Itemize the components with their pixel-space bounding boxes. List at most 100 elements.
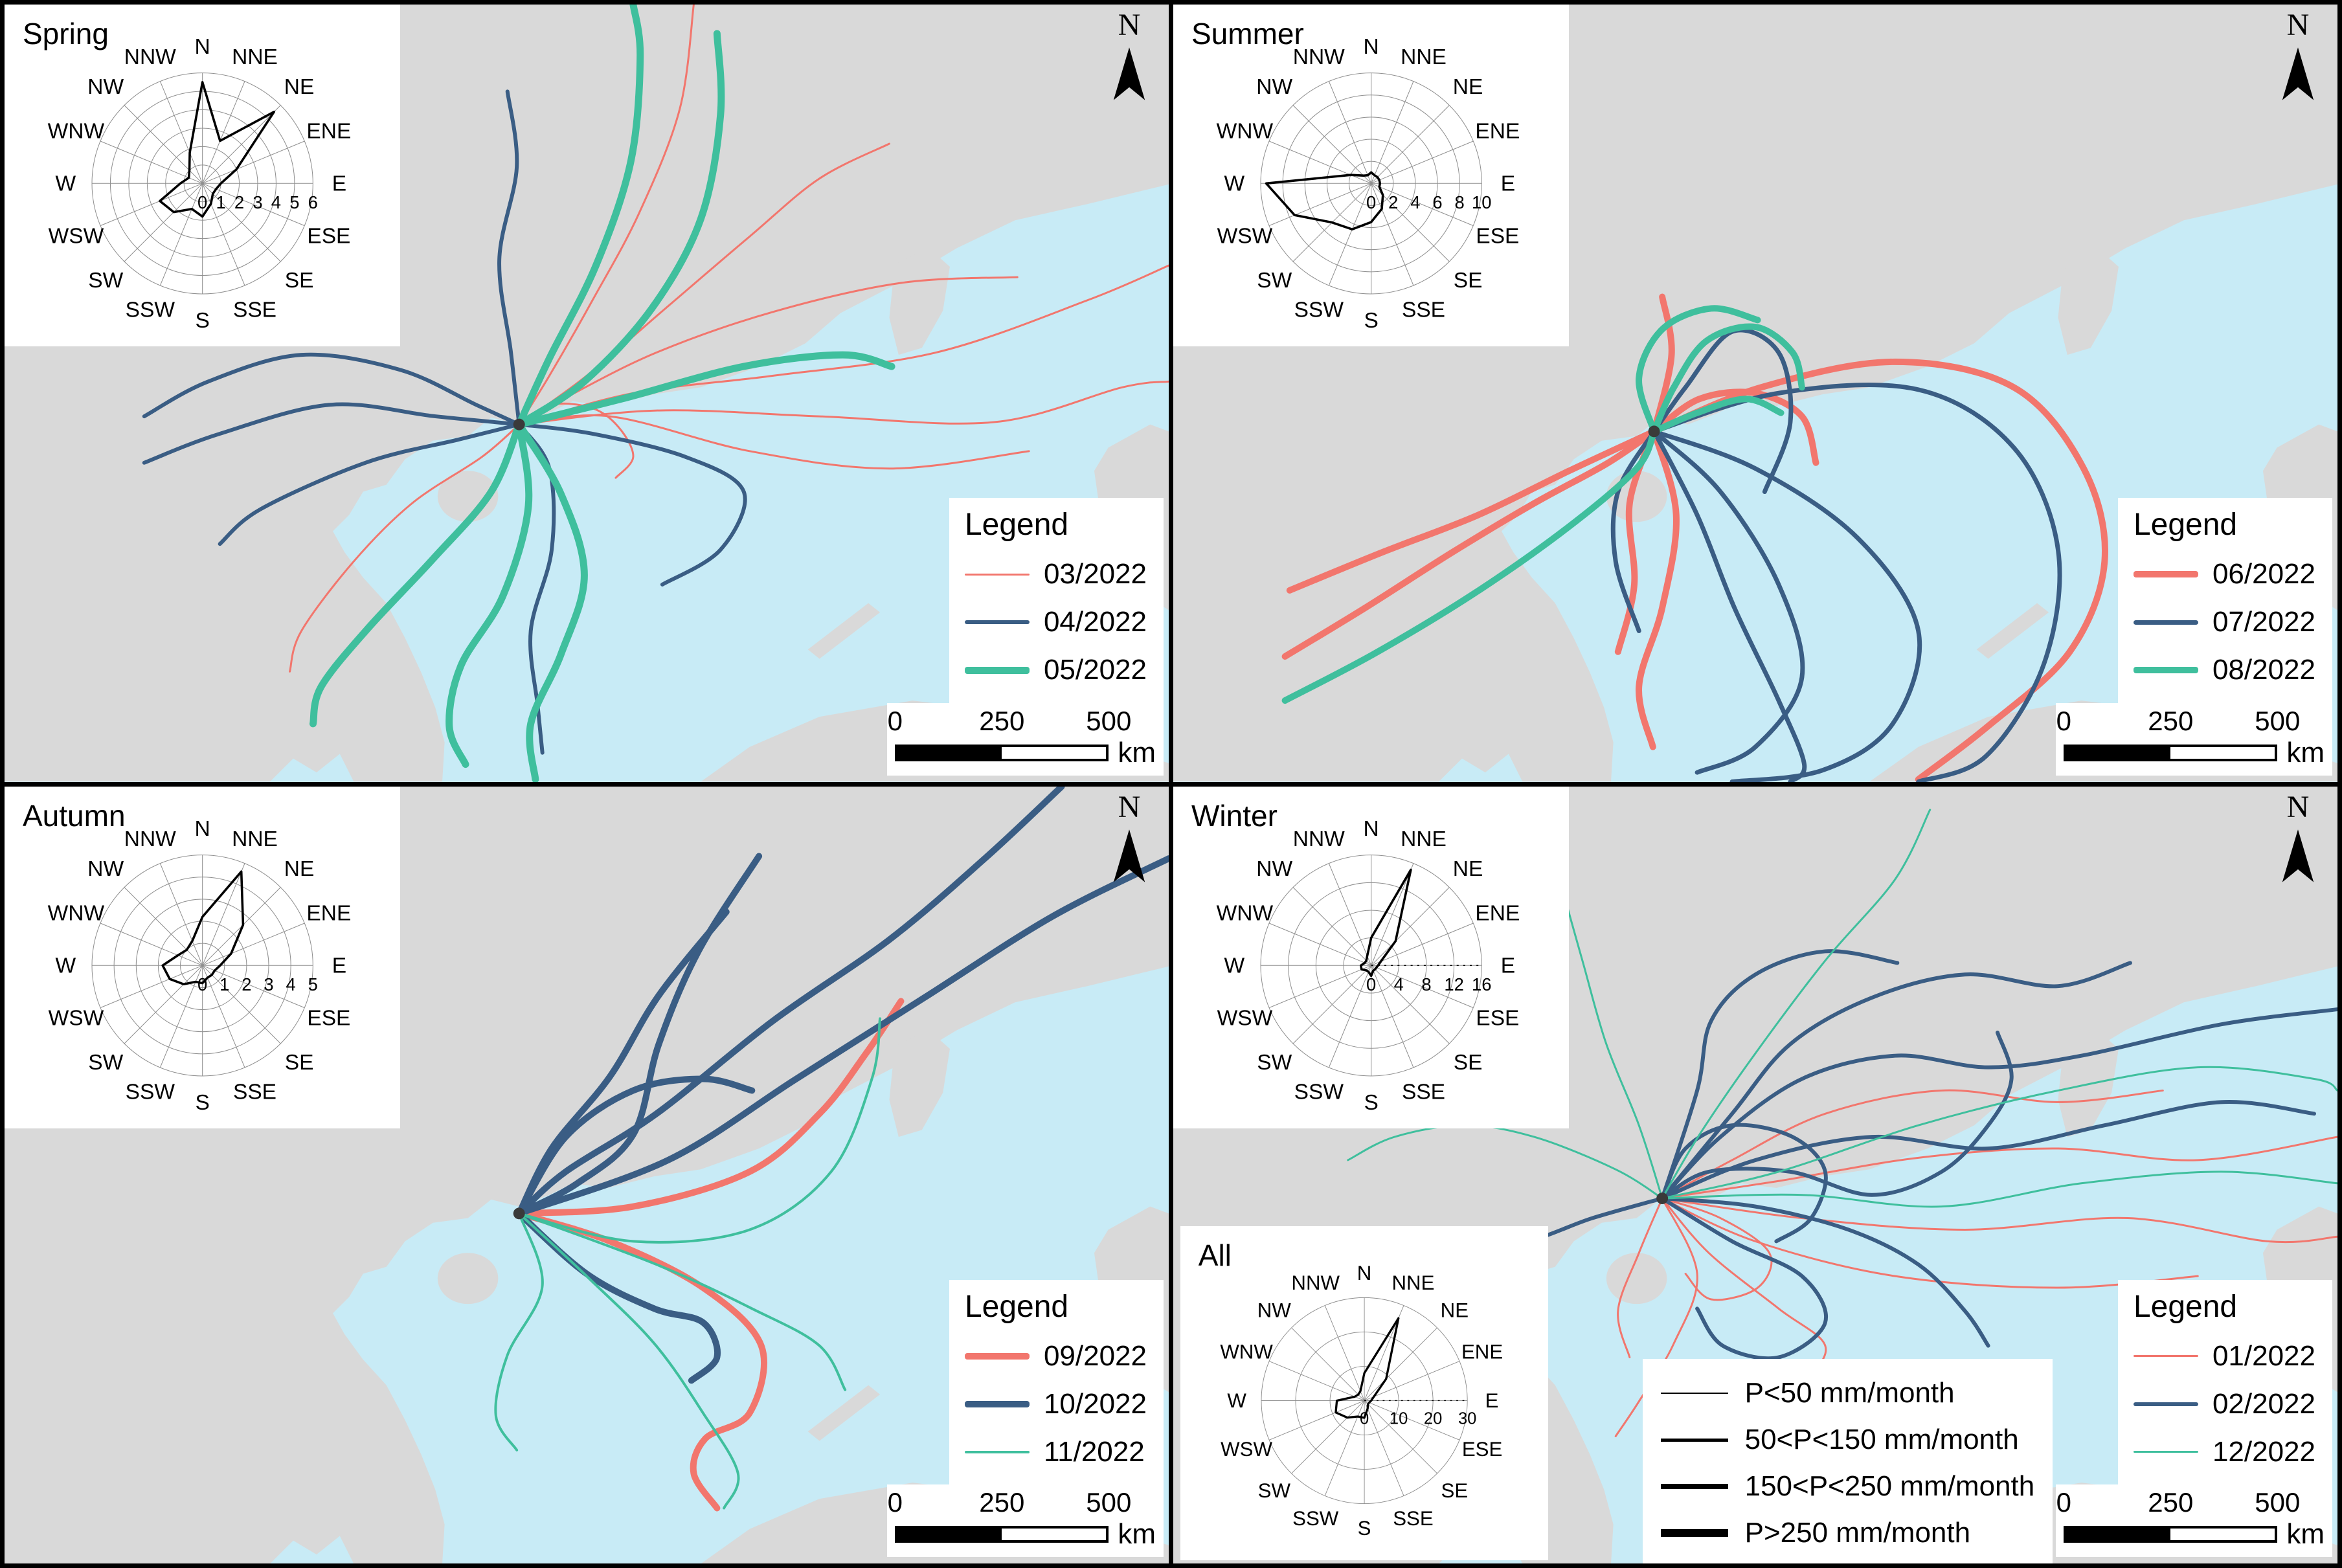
legend-month-label: 12/2022 bbox=[2212, 1435, 2315, 1468]
precip-line-sample bbox=[1660, 1529, 1728, 1538]
svg-text:E: E bbox=[1485, 1389, 1498, 1412]
svg-text:SE: SE bbox=[285, 1050, 314, 1074]
svg-text:30: 30 bbox=[1458, 1409, 1476, 1428]
svg-text:12: 12 bbox=[1444, 974, 1463, 994]
scalebar-bar bbox=[2064, 744, 2278, 761]
scalebar-tick: 500 bbox=[1086, 705, 1132, 736]
legend-item: 10/2022 bbox=[964, 1388, 1147, 1420]
scalebar-unit: km bbox=[2286, 736, 2325, 768]
legend-item: 05/2022 bbox=[964, 654, 1147, 686]
svg-text:WNW: WNW bbox=[1217, 901, 1274, 925]
legend-line-sample bbox=[2133, 1402, 2198, 1406]
svg-text:W: W bbox=[56, 172, 76, 196]
north-arrow: N bbox=[2277, 789, 2319, 889]
legend-month-label: 09/2022 bbox=[1043, 1339, 1147, 1372]
north-arrow: N bbox=[1108, 10, 1151, 107]
legend-month-label: 06/2022 bbox=[2212, 558, 2315, 590]
svg-text:SSW: SSW bbox=[126, 1080, 175, 1104]
legend-month-label: 08/2022 bbox=[2212, 654, 2315, 686]
legend-item: 02/2022 bbox=[2133, 1387, 2315, 1420]
svg-text:SSE: SSE bbox=[233, 298, 276, 322]
legend-month-label: 02/2022 bbox=[2212, 1387, 2315, 1420]
svg-text:16: 16 bbox=[1472, 974, 1491, 994]
north-arrow-label: N bbox=[1118, 8, 1141, 42]
svg-text:4: 4 bbox=[271, 192, 281, 212]
svg-text:SW: SW bbox=[88, 269, 123, 293]
legend-month-label: 04/2022 bbox=[1043, 606, 1147, 638]
svg-text:SSE: SSE bbox=[1402, 298, 1445, 322]
legend-line-sample bbox=[2133, 571, 2198, 578]
svg-text:NNE: NNE bbox=[232, 45, 278, 69]
svg-text:WSW: WSW bbox=[1217, 1006, 1273, 1030]
scalebar-tick: 0 bbox=[2056, 705, 2072, 736]
legend-title: Legend bbox=[964, 508, 1069, 543]
panel-spring: Spring N NNE NE ENE E ESE SE SSE S SSW SW WSW W WNW NW… bbox=[5, 5, 1169, 782]
svg-text:SSW: SSW bbox=[126, 298, 175, 322]
svg-text:WSW: WSW bbox=[1221, 1438, 1272, 1461]
svg-text:0: 0 bbox=[1366, 974, 1376, 994]
precip-class-label: P<50 mm/month bbox=[1744, 1377, 1955, 1409]
svg-text:ESE: ESE bbox=[1476, 1006, 1519, 1030]
svg-text:SSE: SSE bbox=[233, 1080, 276, 1104]
svg-text:NW: NW bbox=[1256, 75, 1292, 99]
svg-text:NNW: NNW bbox=[124, 827, 176, 851]
svg-text:WNW: WNW bbox=[1217, 120, 1274, 144]
legend-items: 06/2022 07/2022 08/2022 bbox=[2133, 558, 2315, 686]
legend-line-sample bbox=[964, 573, 1030, 576]
legend-line-sample bbox=[2133, 1355, 2198, 1358]
svg-text:NNW: NNW bbox=[1293, 45, 1345, 69]
svg-text:SSW: SSW bbox=[1292, 1507, 1339, 1530]
svg-text:10: 10 bbox=[1390, 1409, 1408, 1428]
svg-text:ENE: ENE bbox=[1475, 120, 1520, 144]
svg-text:6: 6 bbox=[1432, 192, 1442, 212]
legend-line-sample bbox=[964, 1400, 1030, 1407]
legend-item: 04/2022 bbox=[964, 606, 1147, 638]
legend-box: Legend 01/2022 02/2022 12/2022 bbox=[2117, 1279, 2332, 1490]
svg-text:20: 20 bbox=[1424, 1409, 1442, 1428]
legend-title: Legend bbox=[964, 1289, 1069, 1324]
precip-legend-item: P>250 mm/month bbox=[1660, 1517, 2035, 1549]
legend-items: 01/2022 02/2022 12/2022 bbox=[2133, 1340, 2315, 1468]
legend-title: Legend bbox=[2133, 1289, 2238, 1324]
precip-class-label: 150<P<250 mm/month bbox=[1744, 1470, 2035, 1503]
scalebar: 0 250 500 km bbox=[887, 1484, 1164, 1557]
scalebar-tick: 0 bbox=[2056, 1487, 2072, 1518]
scalebar-tick: 250 bbox=[2148, 705, 2194, 736]
svg-text:N: N bbox=[195, 35, 210, 59]
north-arrow-icon bbox=[2282, 829, 2314, 882]
svg-text:W: W bbox=[56, 954, 76, 978]
north-arrow-label: N bbox=[2286, 789, 2310, 824]
scalebar-ticks: 0 250 500 bbox=[2056, 1487, 2301, 1518]
svg-text:ESE: ESE bbox=[307, 1006, 350, 1030]
svg-text:NNE: NNE bbox=[1401, 45, 1447, 69]
svg-text:SSW: SSW bbox=[1294, 298, 1344, 322]
svg-text:NNW: NNW bbox=[1291, 1271, 1340, 1294]
scalebar-ticks: 0 250 500 bbox=[2056, 705, 2301, 737]
legend-month-label: 03/2022 bbox=[1043, 558, 1147, 590]
svg-text:3: 3 bbox=[253, 192, 262, 212]
legend-line-sample bbox=[2133, 667, 2198, 674]
scalebar-bar bbox=[895, 1526, 1109, 1543]
svg-text:SE: SE bbox=[1441, 1479, 1468, 1502]
precip-class-label: P>250 mm/month bbox=[1744, 1517, 1971, 1549]
panel-winter: Winter N NNE NE ENE E ESE SE SSE S SSW SW WSW W WNW NW… bbox=[1173, 786, 2337, 1563]
svg-text:N: N bbox=[195, 817, 210, 841]
svg-text:WSW: WSW bbox=[49, 1006, 104, 1030]
legend-item: 07/2022 bbox=[2133, 606, 2315, 638]
svg-text:NNE: NNE bbox=[232, 827, 278, 851]
scalebar-tick: 250 bbox=[979, 1487, 1025, 1518]
precip-class-label: 50<P<150 mm/month bbox=[1744, 1424, 2019, 1456]
windrose-inset-summer: Summer N NNE NE ENE E ESE SE SSE S SSW SW WSW W WNW NW… bbox=[1173, 5, 1570, 347]
svg-text:S: S bbox=[195, 309, 209, 333]
svg-text:ESE: ESE bbox=[307, 224, 350, 248]
scalebar: 0 250 500 km bbox=[2056, 1484, 2332, 1557]
svg-text:NNE: NNE bbox=[1391, 1271, 1434, 1294]
scalebar-tick: 0 bbox=[887, 1487, 903, 1518]
svg-text:4: 4 bbox=[1394, 974, 1404, 994]
legend-line-sample bbox=[964, 666, 1030, 674]
panel-autumn: Autumn N NNE NE ENE E ESE SE SSE S SSW SW WSW W WNW NW… bbox=[5, 786, 1169, 1563]
legend-items: 03/2022 04/2022 05/2022 bbox=[964, 558, 1147, 686]
windrose-inset-all: All N NNE NE ENE E ESE SE SSE S SSW SW WSW W WNW NW NNW… bbox=[1180, 1226, 1548, 1561]
